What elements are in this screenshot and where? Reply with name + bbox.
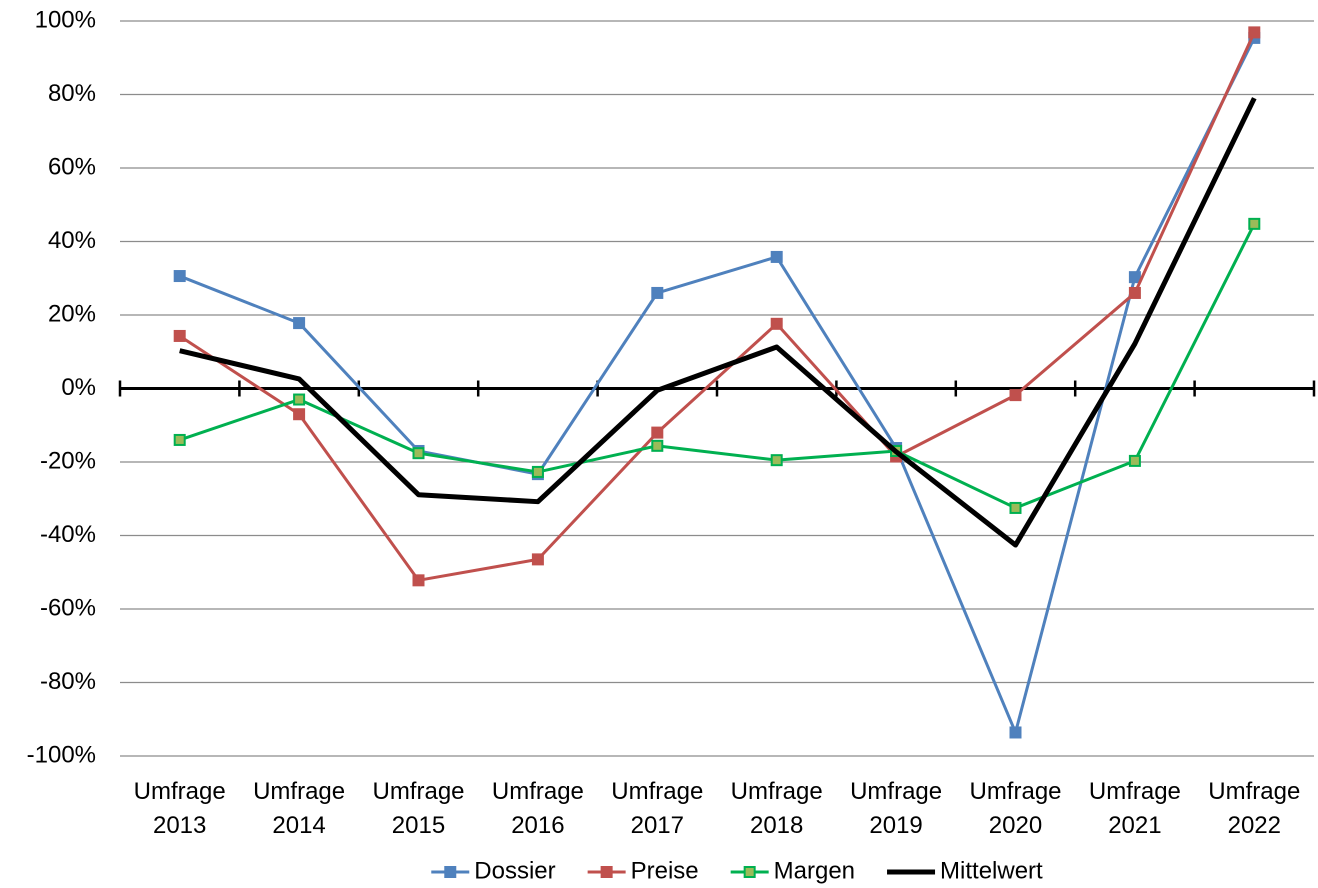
y-tick-label: 0%	[61, 374, 96, 401]
x-tick-label: Umfrage 2018	[730, 778, 823, 839]
legend-label: Dossier	[474, 857, 555, 884]
point	[1128, 271, 1141, 284]
point	[412, 447, 425, 460]
point	[293, 317, 306, 330]
x-tick-label: Umfrage 2021	[1088, 778, 1181, 839]
y-tick-label: -20%	[40, 447, 96, 474]
x-tick-label: Umfrage 2014	[253, 778, 346, 839]
x-tick-label: Umfrage 2022	[1208, 778, 1301, 839]
point	[293, 408, 306, 421]
series-line	[179, 97, 1257, 548]
y-tick-label: 60%	[48, 153, 96, 180]
point	[1009, 726, 1022, 739]
y-tick-label: -100%	[27, 741, 96, 768]
y-tick-label: 20%	[48, 300, 96, 327]
x-tick-label: Umfrage 2019	[850, 778, 943, 839]
x-tick-label: Umfrage 2013	[133, 778, 226, 839]
point	[770, 250, 783, 263]
legend-marker	[600, 866, 613, 878]
legend-marker	[444, 866, 457, 878]
x-tick-label: Umfrage 2020	[969, 778, 1062, 839]
y-tick-label: -80%	[40, 668, 96, 695]
point	[531, 553, 544, 566]
point	[1248, 26, 1261, 39]
point	[531, 465, 544, 478]
series-line	[178, 31, 1256, 582]
point	[1128, 286, 1141, 299]
series-line	[179, 223, 1256, 510]
x-tick-label: Umfrage 2017	[611, 778, 704, 839]
point	[293, 393, 306, 406]
point	[1248, 217, 1261, 230]
y-tick-label: 100%	[35, 6, 96, 33]
point	[1128, 454, 1141, 467]
point	[173, 329, 186, 342]
y-tick-label: -40%	[40, 521, 96, 548]
point	[173, 270, 186, 283]
x-tick-label: Umfrage 2015	[372, 778, 465, 839]
point	[770, 317, 783, 330]
y-tick-label: 80%	[48, 80, 96, 107]
legend-label: Preise	[631, 857, 699, 884]
legend-marker	[743, 866, 756, 878]
point	[651, 286, 664, 299]
point	[770, 454, 783, 467]
point	[173, 433, 186, 446]
point	[651, 426, 664, 439]
point	[1009, 389, 1022, 402]
legend-label: Margen	[774, 857, 855, 884]
point	[412, 574, 425, 587]
y-tick-label: 40%	[48, 227, 96, 254]
y-tick-label: -60%	[40, 594, 96, 621]
series-line	[179, 37, 1256, 734]
x-tick-label: Umfrage 2016	[491, 778, 584, 839]
legend-label: Mittelwert	[940, 857, 1043, 884]
point	[1009, 501, 1022, 514]
point	[651, 439, 664, 452]
